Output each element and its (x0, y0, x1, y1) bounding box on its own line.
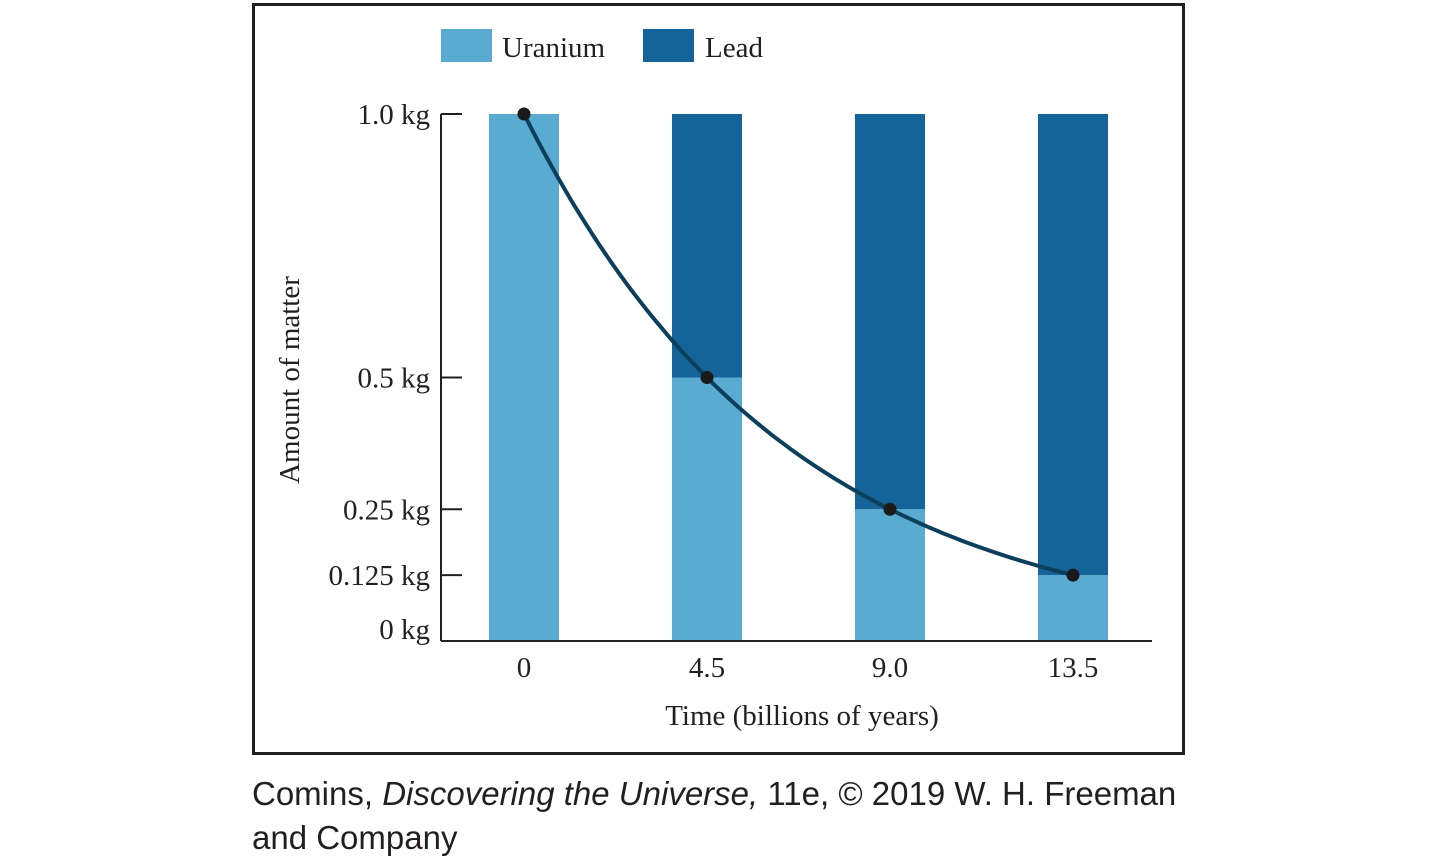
x-tick-label-3: 13.5 (1048, 652, 1099, 684)
credit-suffix: 11e, © 2019 W. H. Freeman (758, 775, 1177, 812)
bar-uranium-3 (1038, 575, 1108, 641)
decay-curve-line (522, 113, 1074, 578)
y-tick-label-4: 1.0 kg (358, 99, 431, 131)
decay-point-2 (883, 502, 897, 516)
bars (489, 114, 1108, 641)
x-tick-label-0: 0 (517, 652, 532, 684)
x-tick-label-1: 4.5 (689, 652, 725, 684)
bar-uranium-1 (672, 377, 742, 641)
credit-line-2: and Company (252, 819, 458, 856)
legend-swatch-lead (643, 29, 694, 62)
y-tick-label-3: 0.5 kg (358, 363, 431, 395)
decay-point-1 (700, 371, 714, 384)
decay-point-0 (517, 107, 531, 121)
bar-lead-1 (672, 114, 742, 378)
y-tick-label-2: 0.25 kg (343, 494, 430, 526)
bar-uranium-2 (855, 509, 925, 641)
credit-prefix: Comins, (252, 775, 383, 812)
bar-lead-3 (1038, 114, 1108, 576)
chart: Uranium Lead 0 kg 0.125 kg 0.25 kg 0.5 kg 1.0… (274, 29, 1152, 732)
credit-book-title: Discovering the Universe, (382, 775, 759, 812)
decay-curve (517, 107, 1080, 582)
y-axis-label: Amount of matter (274, 276, 306, 484)
legend: Uranium Lead (441, 29, 763, 64)
figure-credit: Comins, Discovering the Universe, 11e, ©… (252, 772, 1252, 860)
legend-label-uranium: Uranium (502, 32, 606, 64)
x-axis-label: Time (billions of years) (665, 700, 939, 732)
credit-line-1: Comins, Discovering the Universe, 11e, ©… (252, 772, 1252, 816)
bar-uranium-0 (489, 114, 559, 641)
figure-frame (252, 3, 1185, 755)
bar-lead-2 (855, 114, 925, 510)
legend-swatch-uranium (441, 29, 492, 62)
decay-point-3 (1066, 568, 1080, 582)
axes: 0 kg 0.125 kg 0.25 kg 0.5 kg 1.0 kg 0 4.5 9.0 13… (329, 99, 1152, 684)
y-tick-label-0: 0 kg (379, 614, 430, 646)
x-tick-label-2: 9.0 (872, 652, 908, 684)
y-tick-label-1: 0.125 kg (329, 560, 431, 592)
legend-label-lead: Lead (705, 32, 763, 64)
